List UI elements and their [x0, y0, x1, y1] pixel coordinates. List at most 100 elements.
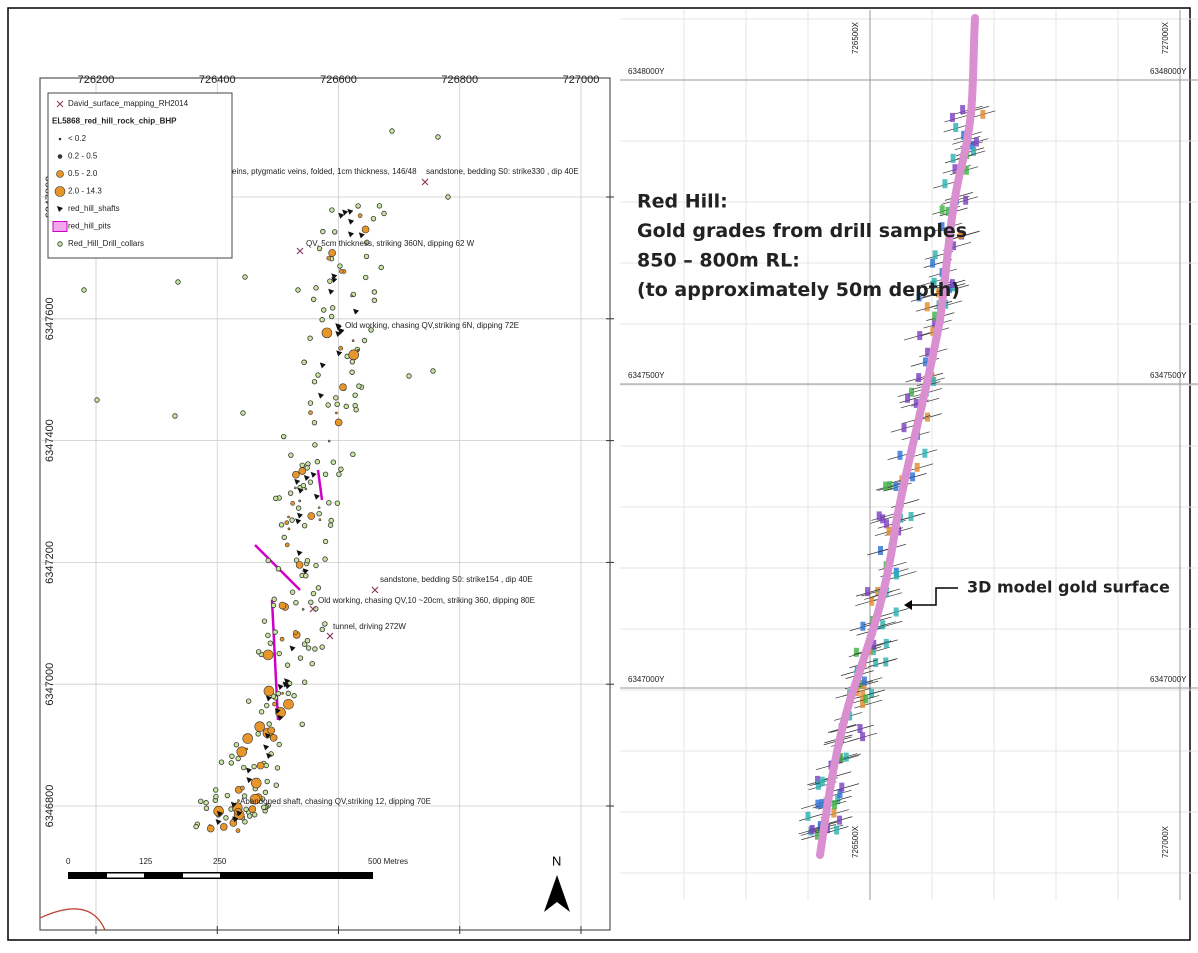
drill-collar [229, 761, 234, 766]
drill-collar [329, 314, 334, 319]
rock-chip [293, 630, 297, 634]
y-tick-label: 6347600 [44, 297, 56, 340]
drill-collar [351, 452, 356, 457]
legend-symbol [57, 171, 64, 178]
drill-collar [354, 407, 359, 412]
drill-collar [300, 722, 305, 727]
rock-chip [249, 806, 256, 813]
grade-mark [894, 570, 899, 579]
drill-collar [379, 265, 384, 270]
grade-mark [894, 608, 899, 617]
drill-collar [304, 573, 309, 578]
drill-collar [357, 384, 362, 389]
legend-label: David_surface_mapping_RH2014 [68, 99, 189, 108]
legend-label: 2.0 - 14.3 [68, 187, 102, 196]
rock-chip [243, 734, 253, 744]
drill-collar [264, 703, 269, 708]
drill-collar [310, 661, 315, 666]
rock-chip [349, 350, 359, 360]
rock-chip [237, 747, 247, 757]
drill-collar [267, 722, 272, 727]
map-figure: 7262007264007266007268007270006346800634… [0, 0, 1198, 948]
drill-collar [286, 691, 291, 696]
rock-chip [362, 226, 369, 233]
drill-collar [320, 645, 325, 650]
rock-chip [291, 501, 295, 505]
drill-collar [263, 790, 268, 795]
drill-collar [330, 208, 335, 213]
grade-mark [897, 451, 902, 460]
drill-collar [363, 275, 368, 280]
annotation: tunnel, driving 272W [333, 622, 406, 631]
rock-chip [270, 734, 277, 741]
drill-collar [315, 459, 320, 464]
drill-collar [82, 288, 87, 293]
rock-chip [339, 269, 343, 273]
legend-label: 0.2 - 0.5 [68, 152, 98, 161]
drill-collar [311, 591, 316, 596]
drill-collar [296, 506, 301, 511]
drill-collar [274, 783, 279, 788]
legend-label: EL5868_red_hill_rock_chip_BHP [52, 117, 177, 126]
drill-collar [317, 511, 322, 516]
drill-collar [312, 420, 317, 425]
rock-chip [257, 762, 264, 769]
drill-collar [314, 286, 319, 291]
rock-chip [328, 440, 330, 442]
annotation: Abandoned shaft, chasing QV,striking 12,… [240, 797, 431, 806]
rock-chip [236, 829, 240, 833]
rock-chip [335, 412, 337, 414]
grade-mark [832, 800, 837, 809]
grade-mark [915, 463, 920, 472]
scale-label: 500 Metres [368, 857, 408, 866]
y-tick-label: 6348000Y [628, 67, 665, 76]
drill-collar [344, 404, 349, 409]
drill-collar [266, 558, 271, 563]
drill-collar [244, 807, 249, 812]
rock-chip [288, 528, 290, 530]
drill-collar [335, 402, 340, 407]
drill-collar [331, 460, 336, 465]
drill-collar [337, 472, 342, 477]
grade-mark [884, 639, 889, 648]
drill-collar [323, 557, 328, 562]
drill-collar [335, 501, 340, 506]
drill-collar [281, 434, 286, 439]
legend-symbol [55, 187, 65, 197]
grade-mark [940, 205, 945, 214]
drill-collar [320, 627, 325, 632]
legend-label: 0.5 - 2.0 [68, 169, 98, 178]
grade-mark [893, 482, 898, 491]
drill-collar [436, 135, 441, 140]
y-tick-label: 6347000Y [1150, 675, 1187, 684]
rock-chip [220, 823, 227, 830]
drill-collar [356, 204, 361, 209]
drill-collar [321, 229, 326, 234]
rock-chip [296, 561, 303, 568]
drill-collar [316, 586, 321, 591]
drill-collar [353, 393, 358, 398]
grade-mark [844, 753, 849, 762]
drill-collar [243, 275, 248, 280]
drill-collar [446, 195, 451, 200]
rock-chip [280, 637, 284, 641]
y-tick-label: 6347000 [44, 663, 56, 706]
x-tick-label: 726400 [199, 74, 236, 86]
drill-collar [277, 742, 282, 747]
drill-collar [305, 638, 310, 643]
north-label: N [552, 853, 561, 868]
drill-collar [176, 280, 181, 285]
drill-collar [198, 799, 203, 804]
drill-collar [326, 403, 331, 408]
scale-label: 125 [139, 857, 153, 866]
rock-chip [272, 702, 276, 706]
grade-mark [910, 472, 915, 481]
drill-collar [300, 463, 305, 468]
rock-chip [335, 419, 342, 426]
rock-chip [327, 256, 331, 260]
drill-collar [312, 379, 317, 384]
drill-collar [173, 414, 178, 419]
rock-chip [263, 650, 273, 660]
legend-symbol [59, 138, 61, 140]
drill-collar [194, 824, 199, 829]
